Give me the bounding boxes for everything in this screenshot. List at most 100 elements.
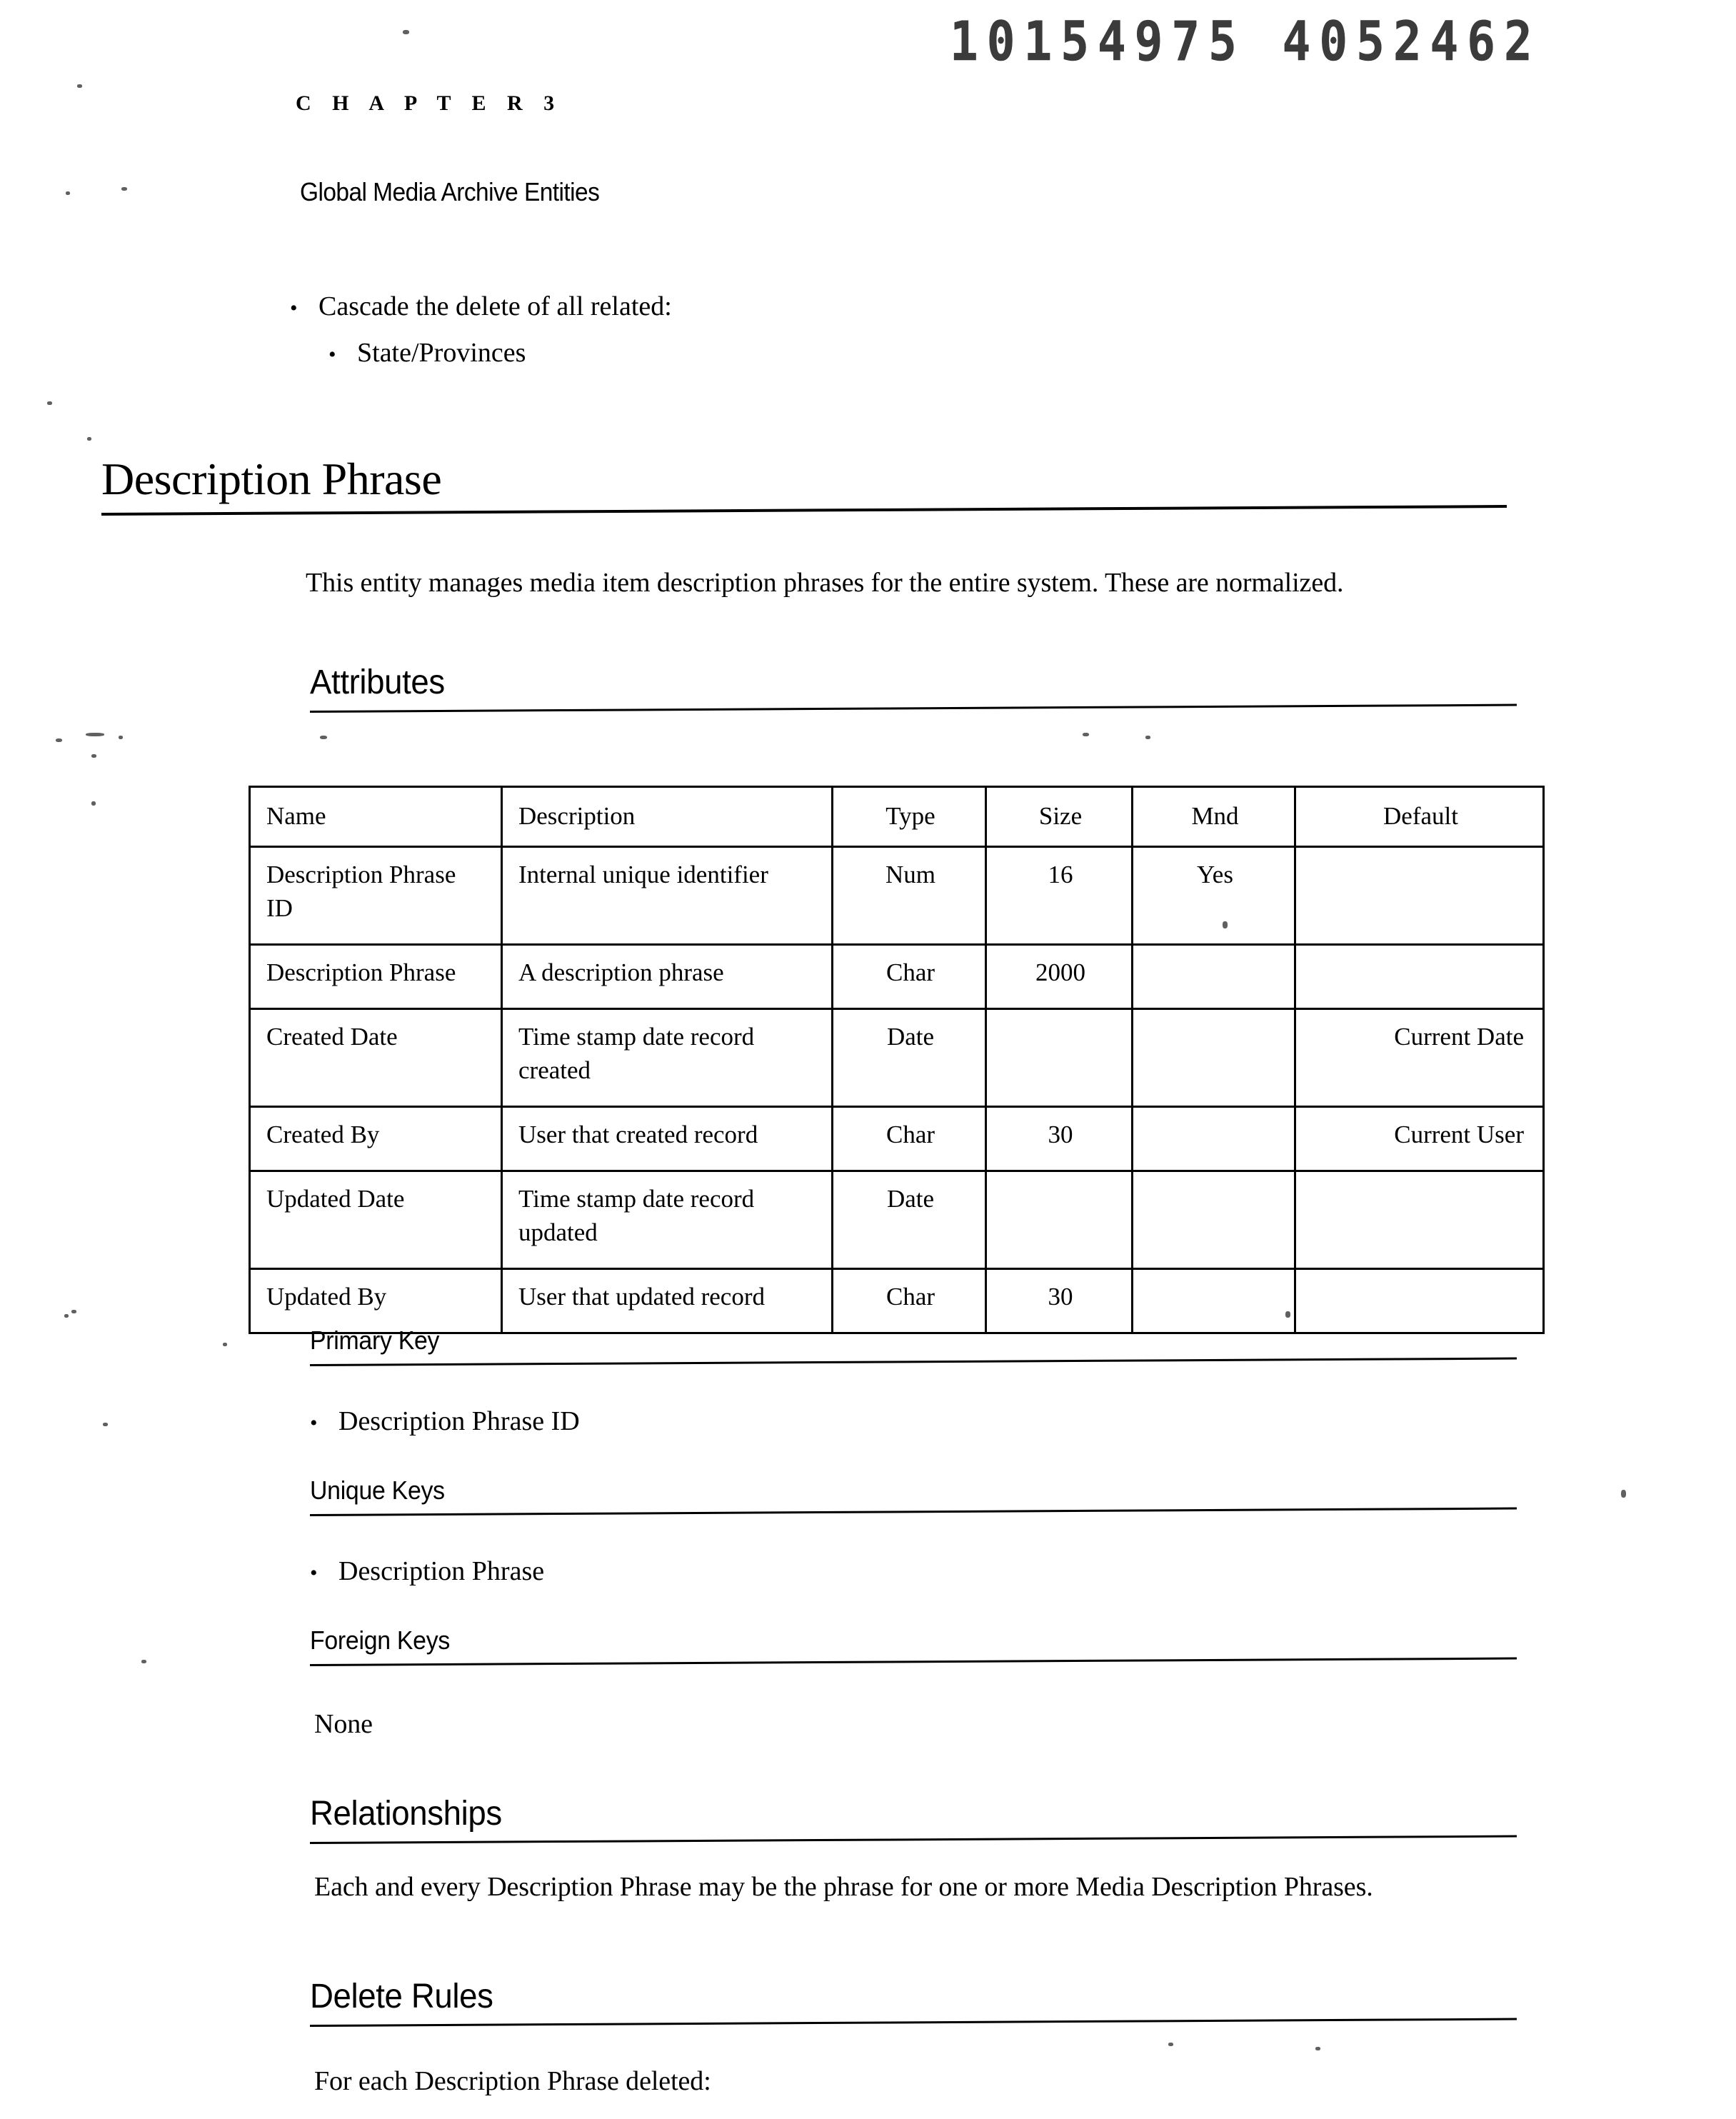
delete-rules-body: For each Description Phrase deleted:	[314, 2063, 1314, 2100]
list-item-label: Description Phrase	[338, 1551, 544, 1591]
entity-intro: This entity manages media item descripti…	[306, 564, 1520, 601]
cell-mnd: Yes	[1133, 847, 1295, 945]
scan-speck	[1168, 2043, 1173, 2046]
heading-rule	[101, 505, 1507, 516]
list-item-label: Cascade the delete of all related:	[318, 284, 672, 329]
cell-description: Internal unique identifier	[502, 847, 833, 945]
dot-matrix-stamp: 10154975 4052462	[950, 10, 1541, 74]
column-header-type: Type	[833, 787, 986, 847]
cell-default	[1295, 945, 1544, 1009]
cell-name: Created By	[250, 1107, 502, 1171]
scan-speck	[1145, 736, 1150, 739]
list-item: • State/Provinces	[328, 331, 1433, 377]
cell-default	[1295, 1269, 1544, 1333]
cell-name: Description Phrase	[250, 945, 502, 1009]
attributes-heading: Attributes	[310, 663, 1517, 713]
subsection-heading-label: Unique Keys	[310, 1476, 1445, 1506]
scan-speck	[77, 84, 82, 88]
cell-size: 2000	[986, 945, 1133, 1009]
attributes-table-container: Name Description Type Size Mnd Default D…	[249, 786, 1504, 1334]
bullet-icon: •	[328, 333, 357, 377]
bullet-icon: •	[310, 1401, 338, 1446]
unique-keys-heading: Unique Keys	[310, 1476, 1517, 1516]
table-row: Created By User that created record Char…	[250, 1107, 1544, 1171]
section-heading-label: Delete Rules	[310, 1977, 1457, 2016]
scan-speck	[403, 30, 409, 34]
scan-speck	[119, 736, 123, 739]
relationships-heading: Relationships	[310, 1794, 1517, 1844]
cell-name: Updated Date	[250, 1171, 502, 1269]
heading-rule	[310, 704, 1517, 713]
cell-type: Char	[833, 1107, 986, 1171]
attributes-table: Name Description Type Size Mnd Default D…	[249, 786, 1545, 1334]
section-heading-label: Relationships	[310, 1794, 1457, 1833]
bullet-icon: •	[290, 286, 318, 331]
subsection-heading-label: Primary Key	[310, 1326, 1445, 1356]
list-item-label: State/Provinces	[357, 331, 526, 375]
cell-type: Date	[833, 1009, 986, 1107]
table-row: Updated Date Time stamp date record upda…	[250, 1171, 1544, 1269]
cell-description: Time stamp date record created	[502, 1009, 833, 1107]
scan-speck	[86, 733, 104, 736]
document-page: 10154975 4052462 C H A P T E R 3 Global …	[0, 0, 1736, 2119]
list-item: • Description Phrase ID	[310, 1401, 580, 1446]
table-row: Updated By User that updated record Char…	[250, 1269, 1544, 1333]
cell-mnd	[1133, 1269, 1295, 1333]
running-title: Global Media Archive Entities	[300, 177, 599, 207]
table-row: Description Phrase A description phrase …	[250, 945, 1544, 1009]
cell-default	[1295, 847, 1544, 945]
cell-description: User that created record	[502, 1107, 833, 1171]
cell-size: 30	[986, 1269, 1133, 1333]
scan-speck	[66, 191, 70, 195]
scan-speck	[91, 801, 96, 806]
scan-speck	[320, 736, 327, 739]
heading-rule	[310, 1658, 1517, 1666]
cell-type: Char	[833, 945, 986, 1009]
cell-description: Time stamp date record updated	[502, 1171, 833, 1269]
column-header-mnd: Mnd	[1133, 787, 1295, 847]
scan-speck	[64, 1314, 69, 1318]
heading-rule	[310, 1835, 1517, 1844]
scan-speck	[141, 1660, 146, 1663]
column-header-name: Name	[250, 787, 502, 847]
relationships-body: Each and every Description Phrase may be…	[314, 1868, 1542, 1905]
foreign-keys-value: None	[314, 1705, 957, 1743]
page-title: Description Phrase	[101, 454, 1507, 504]
heading-rule	[310, 2018, 1517, 2027]
table-header-row: Name Description Type Size Mnd Default	[250, 787, 1544, 847]
table-row: Description Phrase ID Internal unique id…	[250, 847, 1544, 945]
cell-default: Current User	[1295, 1107, 1544, 1171]
section-heading-label: Attributes	[310, 663, 1457, 702]
cell-size: 30	[986, 1107, 1133, 1171]
list-item: • Description Phrase	[310, 1551, 544, 1595]
entity-heading: Description Phrase	[101, 454, 1507, 516]
delete-rules-heading: Delete Rules	[310, 1977, 1517, 2027]
cell-size	[986, 1171, 1133, 1269]
scan-speck	[1621, 1490, 1626, 1498]
scan-speck	[47, 401, 52, 405]
cell-size	[986, 1009, 1133, 1107]
scan-speck	[1083, 733, 1089, 736]
scan-speck	[87, 437, 91, 441]
cell-type: Date	[833, 1171, 986, 1269]
cell-mnd	[1133, 1009, 1295, 1107]
cell-default	[1295, 1171, 1544, 1269]
scan-speck	[71, 1310, 76, 1313]
chapter-label: C H A P T E R 3	[296, 91, 562, 116]
scan-speck	[223, 1343, 227, 1346]
scan-speck	[56, 738, 62, 742]
cell-type: Num	[833, 847, 986, 945]
cell-size: 16	[986, 847, 1133, 945]
bullet-icon: •	[310, 1551, 338, 1595]
unique-keys-list: • Description Phrase	[310, 1551, 544, 1595]
list-item-label: Description Phrase ID	[338, 1401, 580, 1441]
column-header-description: Description	[502, 787, 833, 847]
cell-name: Created Date	[250, 1009, 502, 1107]
cell-mnd	[1133, 1107, 1295, 1171]
column-header-size: Size	[986, 787, 1133, 847]
scan-speck	[91, 754, 96, 758]
heading-rule	[310, 1358, 1517, 1366]
scan-speck	[103, 1423, 108, 1426]
heading-rule	[310, 1508, 1517, 1516]
scan-speck	[121, 187, 127, 191]
